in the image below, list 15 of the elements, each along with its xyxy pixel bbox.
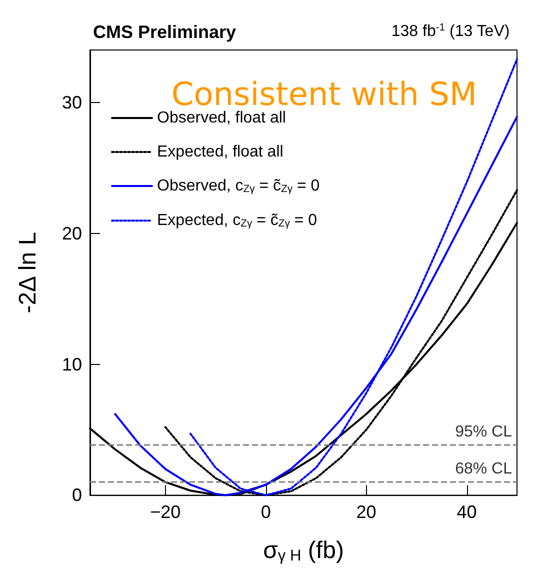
x-tick-label: 20	[356, 502, 376, 522]
y-tick-label: 20	[62, 223, 82, 244]
x-tick-label: −20	[150, 502, 181, 522]
chart-title: CMS Preliminary	[93, 22, 236, 42]
y-tick-label: 30	[62, 92, 82, 112]
x-tick-label: 0	[260, 502, 271, 522]
ref-line-label: 95% CL	[455, 423, 512, 440]
legend-label: Observed, float all	[157, 110, 286, 126]
y-tick-label: 10	[62, 354, 82, 374]
x-axis-title: σγ H (fb)	[263, 537, 344, 564]
y-axis-title: -2Δ ln L	[14, 232, 42, 314]
ref-line-label: 68% CL	[455, 460, 512, 478]
y-tick-label: 0	[72, 485, 82, 506]
x-tick-label: 40	[456, 502, 477, 522]
legend-label: Expected, float all	[157, 144, 284, 160]
